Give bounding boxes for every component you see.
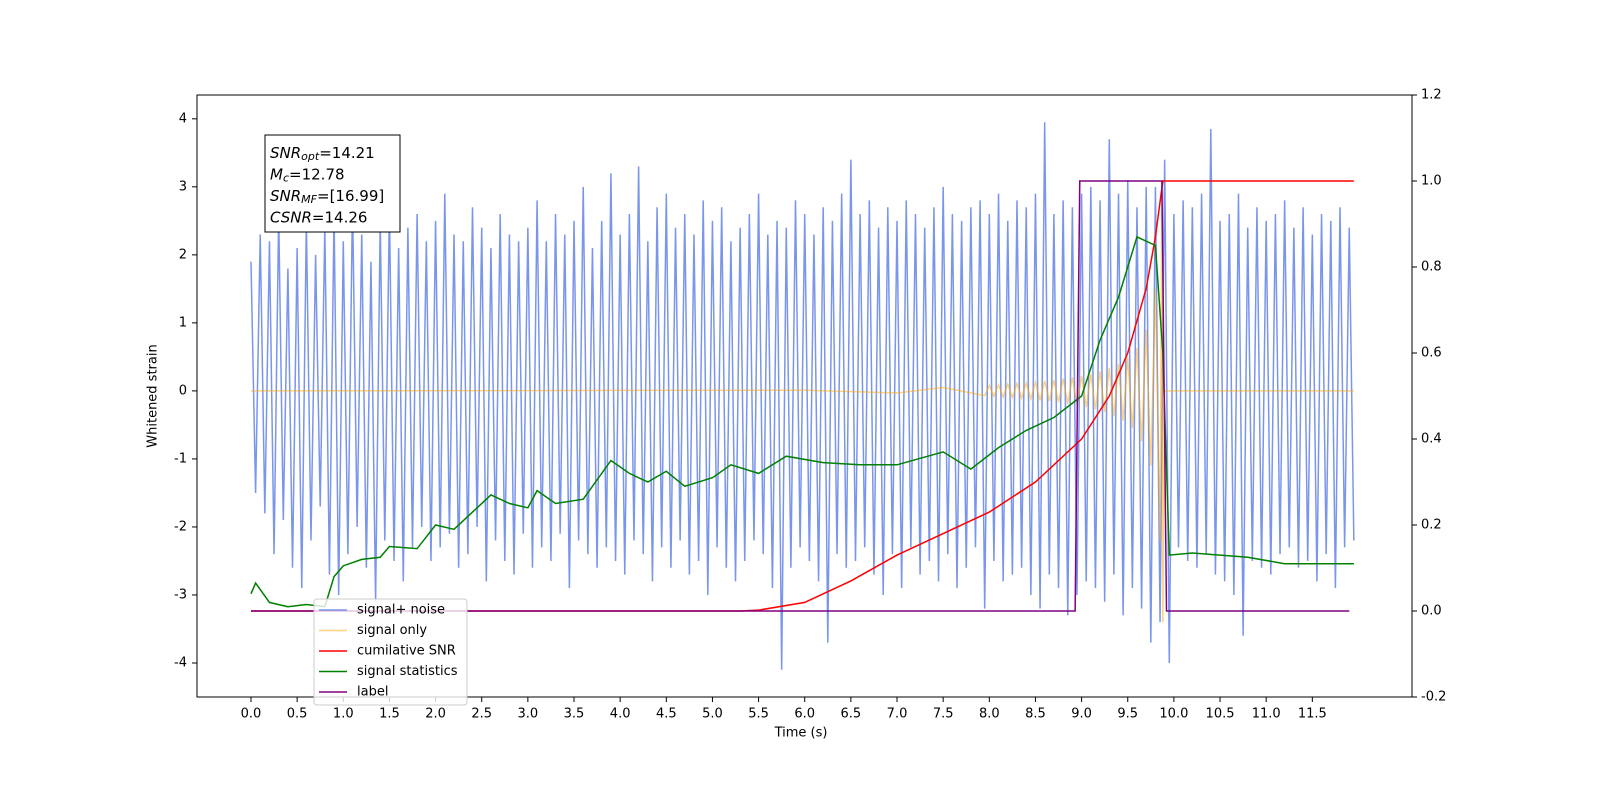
y-tick-label: -2 bbox=[174, 519, 187, 534]
x-tick-label: 0.5 bbox=[287, 707, 308, 722]
y2-tick-label: 0.0 bbox=[1421, 604, 1442, 619]
legend-label: cumilative SNR bbox=[357, 644, 456, 659]
y2-tick-label: -0.2 bbox=[1421, 690, 1446, 705]
x-tick-label: 1.5 bbox=[379, 707, 400, 722]
y2-tick-label: 0.4 bbox=[1421, 432, 1442, 447]
annotation-line: CSNR=14.26 bbox=[270, 208, 367, 226]
legend-label: signal+ noise bbox=[357, 603, 445, 618]
axes-frame bbox=[196, 94, 1413, 698]
annotation-symbol: M bbox=[270, 165, 283, 183]
x-tick-label: 11.0 bbox=[1252, 707, 1281, 722]
y2-tick-label: 1.2 bbox=[1421, 88, 1442, 103]
legend-label: signal statistics bbox=[357, 664, 458, 679]
x-tick-label: 7.0 bbox=[887, 707, 908, 722]
y2-tick-label: 1.0 bbox=[1421, 174, 1442, 189]
annotation-line: SNRMF=[16.99] bbox=[270, 187, 384, 207]
series-line bbox=[250, 122, 1355, 670]
y-tick-label: 4 bbox=[179, 111, 187, 126]
x-tick-label: 3.0 bbox=[518, 707, 539, 722]
x-tick-label: 1.0 bbox=[333, 707, 354, 722]
annotation-value: =12.78 bbox=[289, 165, 345, 183]
annotation-subscript: c bbox=[283, 172, 289, 185]
y-tick-label: 3 bbox=[179, 179, 187, 194]
annotation-subscript: MF bbox=[301, 193, 317, 206]
x-tick-label: 5.5 bbox=[748, 707, 769, 722]
x-tick-label: 11.5 bbox=[1298, 707, 1327, 722]
legend-label: label bbox=[357, 685, 388, 700]
y2-tick-label: 0.2 bbox=[1421, 518, 1442, 533]
annotation-value: =14.21 bbox=[319, 144, 375, 162]
x-tick-label: 8.0 bbox=[979, 707, 1000, 722]
x-tick-label: 4.0 bbox=[610, 707, 631, 722]
legend-label: signal only bbox=[357, 623, 427, 638]
annotation-subscript: opt bbox=[301, 150, 320, 163]
x-tick-label: 0.0 bbox=[241, 707, 262, 722]
annotation-line: Mc=12.78 bbox=[270, 165, 345, 185]
x-tick-label: 2.0 bbox=[425, 707, 446, 722]
y-tick-label: -3 bbox=[174, 587, 187, 602]
series-line bbox=[250, 186, 1354, 623]
x-tick-label: 6.5 bbox=[841, 707, 862, 722]
annotation-symbol: SNR bbox=[270, 144, 301, 162]
y-axis-label: Whitened strain bbox=[146, 344, 161, 447]
x-tick-label: 2.5 bbox=[471, 707, 492, 722]
y-tick-label: 0 bbox=[179, 383, 187, 398]
x-tick-label: 5.0 bbox=[702, 707, 723, 722]
x-tick-label: 9.0 bbox=[1071, 707, 1092, 722]
x-tick-label: 7.5 bbox=[933, 707, 954, 722]
annotation-line: SNRopt=14.21 bbox=[270, 144, 375, 164]
y-tick-label: 1 bbox=[179, 315, 187, 330]
series-line bbox=[250, 180, 1354, 612]
annotation-symbol: SNR bbox=[270, 187, 301, 205]
legend-box bbox=[313, 598, 468, 706]
x-tick-label: 4.5 bbox=[656, 707, 677, 722]
x-tick-label: 3.5 bbox=[564, 707, 585, 722]
y-tick-label: -1 bbox=[174, 451, 187, 466]
x-tick-label: 10.5 bbox=[1206, 707, 1235, 722]
annotation-symbol: CSNR bbox=[270, 208, 312, 226]
x-axis-label: Time (s) bbox=[774, 726, 828, 741]
x-tick-label: 6.0 bbox=[794, 707, 815, 722]
y2-tick-label: 0.6 bbox=[1421, 346, 1442, 361]
series-line bbox=[250, 235, 1354, 608]
x-tick-label: 10.0 bbox=[1159, 707, 1188, 722]
annotation-value: =[16.99] bbox=[317, 187, 384, 205]
series-line bbox=[250, 180, 1350, 612]
x-tick-label: 9.5 bbox=[1117, 707, 1138, 722]
y2-tick-label: 0.8 bbox=[1421, 260, 1442, 275]
annotation-box bbox=[264, 134, 401, 233]
y-tick-label: -4 bbox=[174, 655, 187, 670]
x-tick-label: 8.5 bbox=[1025, 707, 1046, 722]
y-tick-label: 2 bbox=[179, 247, 187, 262]
annotation-value: =14.26 bbox=[312, 208, 368, 226]
